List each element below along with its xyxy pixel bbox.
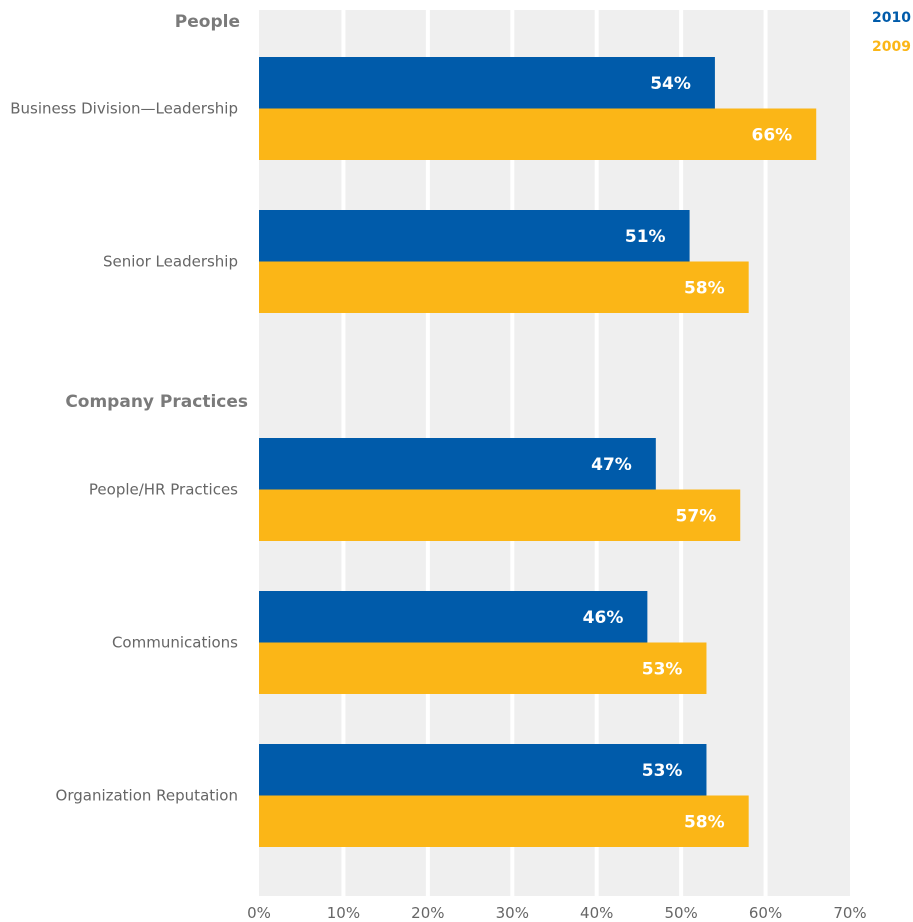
x-tick-label: 20%: [411, 904, 444, 922]
x-tick-label: 50%: [664, 904, 697, 922]
legend-entry-2010: 2010: [872, 10, 911, 26]
bar-value-label: 46%: [583, 608, 624, 628]
bar-2010: [259, 591, 648, 643]
x-tick-label: 70%: [833, 904, 866, 922]
bar-value-label: 66%: [752, 125, 793, 145]
bar-2009: [259, 642, 707, 694]
category-label: Senior Leadership: [103, 253, 238, 271]
x-tick-label: 40%: [580, 904, 613, 922]
category-label: Communications: [112, 634, 238, 652]
x-tick-label: 30%: [496, 904, 529, 922]
category-label: Business Division—Leadership: [10, 100, 238, 118]
category-label: Organization Reputation: [56, 787, 238, 805]
bar-value-label: 53%: [642, 659, 683, 679]
bar-2010: [259, 744, 707, 796]
legend-entry-2009: 2009: [872, 39, 911, 55]
bar-value-label: 47%: [591, 455, 632, 475]
bar-value-label: 54%: [650, 74, 691, 94]
x-tick-label: 10%: [327, 904, 360, 922]
group-label: Company Practices: [65, 392, 248, 412]
bar-2010: [259, 210, 690, 262]
bar-2009: [259, 108, 817, 160]
bar-2009: [259, 489, 741, 541]
x-tick-label: 0%: [247, 904, 271, 922]
bar-value-label: 57%: [676, 506, 717, 526]
group-label: People: [175, 12, 240, 32]
category-label: People/HR Practices: [89, 481, 238, 499]
bar-2010: [259, 57, 715, 109]
bar-2010: [259, 438, 656, 490]
bar-value-label: 51%: [625, 227, 666, 247]
bar-value-label: 53%: [642, 761, 683, 781]
x-tick-label: 60%: [749, 904, 782, 922]
bar-value-label: 58%: [684, 812, 725, 832]
bar-2009: [259, 795, 749, 847]
bar-2009: [259, 261, 749, 313]
bar-value-label: 58%: [684, 278, 725, 298]
